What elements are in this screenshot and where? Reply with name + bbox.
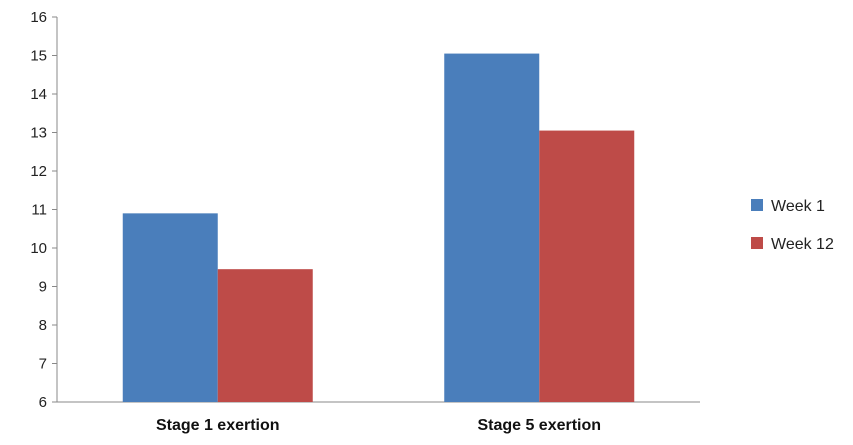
x-axis-labels: Stage 1 exertion Stage 5 exertion [156, 417, 601, 434]
y-tick-label: 7 [39, 356, 47, 373]
x-category-label: Stage 5 exertion [477, 417, 601, 434]
y-tick-label: 12 [30, 163, 47, 180]
bar-week-1-1 [444, 53, 540, 402]
bar-week-12-0 [217, 269, 313, 402]
legend-label: Week 1 [771, 198, 825, 215]
y-axis-ticks: 6 7 8 9 10 11 12 13 14 15 16 [30, 9, 57, 411]
y-tick-label: 8 [39, 317, 47, 334]
y-tick-label: 13 [30, 125, 47, 142]
y-tick-label: 16 [30, 9, 47, 26]
bar-week-12-1 [539, 130, 635, 402]
legend: Week 1 Week 12 [751, 198, 834, 253]
x-category-label: Stage 1 exertion [156, 417, 280, 434]
y-tick-label: 14 [30, 86, 47, 103]
bar-week-1-0 [122, 213, 218, 402]
y-tick-label: 10 [30, 240, 47, 257]
y-tick-label: 11 [31, 202, 47, 219]
legend-label: Week 12 [771, 236, 834, 253]
y-tick-label: 6 [39, 394, 47, 411]
y-tick-label: 15 [30, 48, 47, 65]
bars [122, 53, 635, 402]
legend-swatch [751, 237, 763, 249]
y-tick-label: 9 [39, 279, 47, 296]
legend-swatch [751, 199, 763, 211]
